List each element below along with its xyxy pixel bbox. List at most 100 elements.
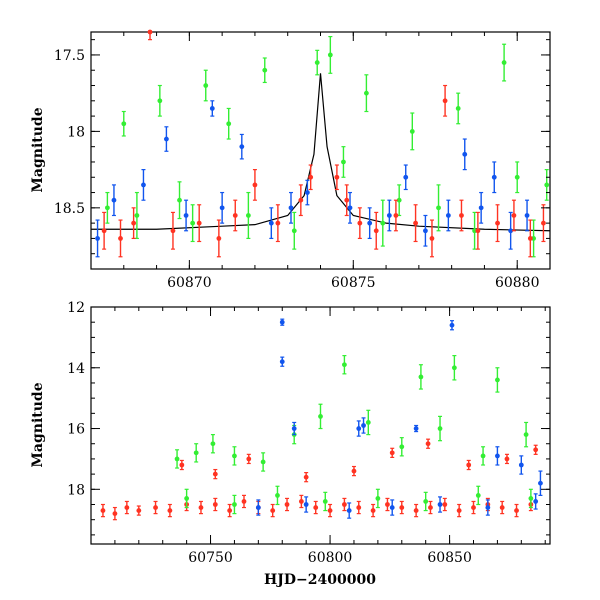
data-point	[386, 213, 392, 218]
data-point	[252, 182, 258, 188]
data-point	[462, 151, 468, 157]
data-point	[198, 505, 204, 510]
data-point	[318, 413, 323, 419]
full-panel: 60750 60800 60850 12 14 16 18 Magnitude HJD−24…	[30, 300, 551, 588]
model-curve	[91, 73, 551, 232]
data-point	[314, 60, 320, 65]
data-point	[183, 213, 189, 218]
data-point	[342, 502, 347, 507]
x-tick-label: 60875	[331, 275, 376, 291]
data-point	[284, 502, 290, 507]
data-point	[226, 121, 232, 127]
data-point	[174, 456, 180, 462]
data-point	[475, 228, 481, 234]
y-tick-label: 16	[67, 422, 85, 438]
data-point	[308, 174, 314, 180]
data-point	[413, 508, 419, 513]
data-point	[472, 228, 477, 234]
data-point	[396, 197, 402, 203]
data-point	[153, 505, 158, 510]
zoom-panel-frame	[90, 31, 551, 270]
data-point	[212, 471, 218, 477]
data-point	[425, 441, 431, 447]
data-point	[291, 228, 297, 234]
data-point	[164, 136, 169, 142]
data-point	[370, 508, 376, 513]
data-point	[304, 190, 310, 195]
zoom-panel: 60870 60875 60880 17.5 18 18.5 Magnitude	[30, 29, 551, 291]
data-point	[356, 426, 362, 431]
data-point	[167, 508, 173, 513]
data-point	[288, 205, 294, 211]
data-point	[491, 174, 497, 180]
data-point	[239, 144, 245, 150]
zoom-panel-axes: 60870 60875 60880 17.5 18 18.5	[54, 32, 551, 291]
data-point	[190, 220, 196, 226]
data-point	[485, 505, 491, 510]
data-point	[232, 502, 237, 507]
data-point	[495, 220, 500, 226]
full-panel-frame	[90, 306, 551, 545]
data-point	[533, 499, 539, 504]
data-point	[527, 236, 533, 241]
data-point	[112, 511, 118, 517]
data-point	[334, 174, 340, 180]
data-point	[245, 213, 251, 218]
data-point	[268, 220, 274, 226]
data-point	[423, 228, 428, 234]
data-point	[528, 496, 534, 501]
data-point	[428, 505, 433, 510]
data-point	[409, 128, 415, 134]
data-point	[351, 468, 357, 474]
data-point	[418, 374, 424, 380]
series-red-1	[179, 438, 539, 483]
data-point	[442, 98, 448, 104]
data-point	[232, 453, 237, 459]
data-point	[179, 462, 185, 468]
data-point	[209, 106, 215, 111]
series-blue-5	[255, 493, 539, 519]
data-point	[344, 197, 350, 203]
data-point	[436, 205, 441, 211]
data-point	[322, 499, 328, 504]
data-point	[403, 174, 409, 180]
data-point	[131, 220, 137, 226]
data-point	[262, 67, 268, 73]
data-point	[136, 508, 142, 513]
data-point	[364, 90, 369, 96]
data-point	[445, 213, 451, 218]
data-point	[423, 499, 429, 504]
data-point	[495, 377, 500, 383]
y-tick-label: 12	[67, 300, 85, 316]
data-point	[279, 359, 285, 365]
data-point	[270, 508, 276, 513]
data-point	[514, 174, 520, 180]
data-point	[347, 205, 353, 211]
data-point	[361, 423, 366, 428]
data-point	[118, 236, 123, 241]
series-green-3	[184, 485, 534, 515]
y-tick-label: 18.5	[54, 201, 85, 217]
data-point	[255, 505, 261, 510]
data-point	[375, 496, 381, 501]
data-point	[501, 60, 507, 65]
x-tick-label: 60880	[495, 275, 540, 291]
data-point	[508, 228, 514, 234]
data-point	[538, 480, 543, 486]
data-point	[456, 508, 462, 513]
data-point	[241, 499, 247, 504]
data-point	[341, 159, 346, 165]
data-point	[216, 236, 222, 241]
data-point	[380, 220, 386, 226]
data-point	[499, 505, 505, 510]
data-point	[478, 205, 484, 211]
data-point	[367, 220, 373, 226]
zoom-panel-ylabel: Magnitude	[30, 107, 46, 192]
data-point	[449, 322, 455, 328]
x-tick-label: 60850	[427, 550, 472, 566]
full-panel-data	[100, 318, 543, 521]
series-red-0	[100, 494, 534, 521]
data-point	[531, 236, 537, 241]
data-point	[459, 213, 464, 218]
data-point	[121, 121, 127, 127]
